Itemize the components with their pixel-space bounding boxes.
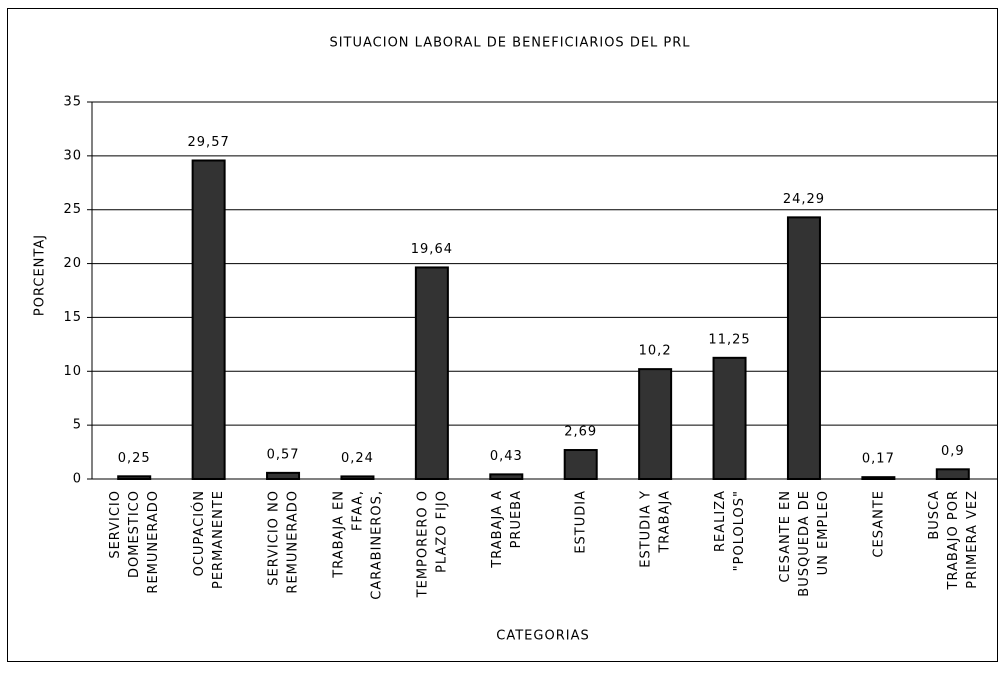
x-tick-label: OCUPACIÓN PERMANENTE <box>191 490 226 589</box>
bar <box>266 471 301 481</box>
bar <box>712 356 747 481</box>
x-tick-label: CESANTE EN BUSQUEDA DE UN EMPLEO <box>777 490 830 597</box>
y-tick-label: 5 <box>73 418 82 433</box>
x-tick-label: ESTUDIA Y TRABAJA <box>638 490 672 568</box>
bar <box>414 266 449 481</box>
bar <box>861 476 896 480</box>
y-axis-label: PORCENTAJ <box>33 234 48 316</box>
x-tick-label: TEMPORERO O PLAZO FIJO <box>415 490 449 598</box>
data-label: 10,2 <box>639 344 672 359</box>
y-tick-label: 35 <box>63 95 82 110</box>
x-tick-label: CESANTE <box>871 490 886 558</box>
y-tick-label: 20 <box>63 256 82 271</box>
y-tick-label: 30 <box>63 148 82 163</box>
bar <box>638 368 673 481</box>
x-tick-label: SERVICIO DOMESTICO REMUNERADO <box>108 490 161 594</box>
data-label: 0,25 <box>118 451 151 466</box>
x-tick-label: BUSCA TRABAJO POR PRIMERA VEZ <box>926 490 979 590</box>
bar <box>489 473 524 481</box>
y-tick-label: 15 <box>63 310 82 325</box>
data-label: 24,29 <box>783 192 825 207</box>
bar <box>340 475 375 480</box>
bar <box>786 216 821 480</box>
data-label: 2,69 <box>564 425 597 440</box>
y-tick-label: 0 <box>73 472 82 487</box>
data-label: 19,64 <box>411 242 453 257</box>
data-label: 0,24 <box>341 451 374 466</box>
bar <box>191 159 226 480</box>
data-label: 0,17 <box>862 452 895 467</box>
bar <box>935 468 970 481</box>
x-axis-label: CATEGORIAS <box>496 629 589 644</box>
data-label: 29,57 <box>188 135 230 150</box>
y-tick-label: 25 <box>63 202 82 217</box>
x-tick-label: TRABAJA EN FFAA, CARABINEROS, <box>331 490 384 600</box>
bar <box>117 475 152 480</box>
data-label: 0,57 <box>267 447 300 462</box>
chart-title: SITUACION LABORAL DE BENEFICIARIOS DEL P… <box>329 36 690 51</box>
x-tick-label: SERVICIO NO REMUNERADO <box>266 490 300 594</box>
x-tick-label: TRABAJA A PRUEBA <box>489 490 523 569</box>
x-tick-label: ESTUDIA <box>573 490 588 554</box>
data-label: 11,25 <box>708 332 750 347</box>
data-label: 0,43 <box>490 449 523 464</box>
bar <box>563 449 598 481</box>
chart-frame <box>7 8 998 662</box>
x-tick-label: REALIZA "POLOLOS" <box>713 490 747 571</box>
y-tick-label: 10 <box>63 364 82 379</box>
data-label: 0,9 <box>941 444 965 459</box>
